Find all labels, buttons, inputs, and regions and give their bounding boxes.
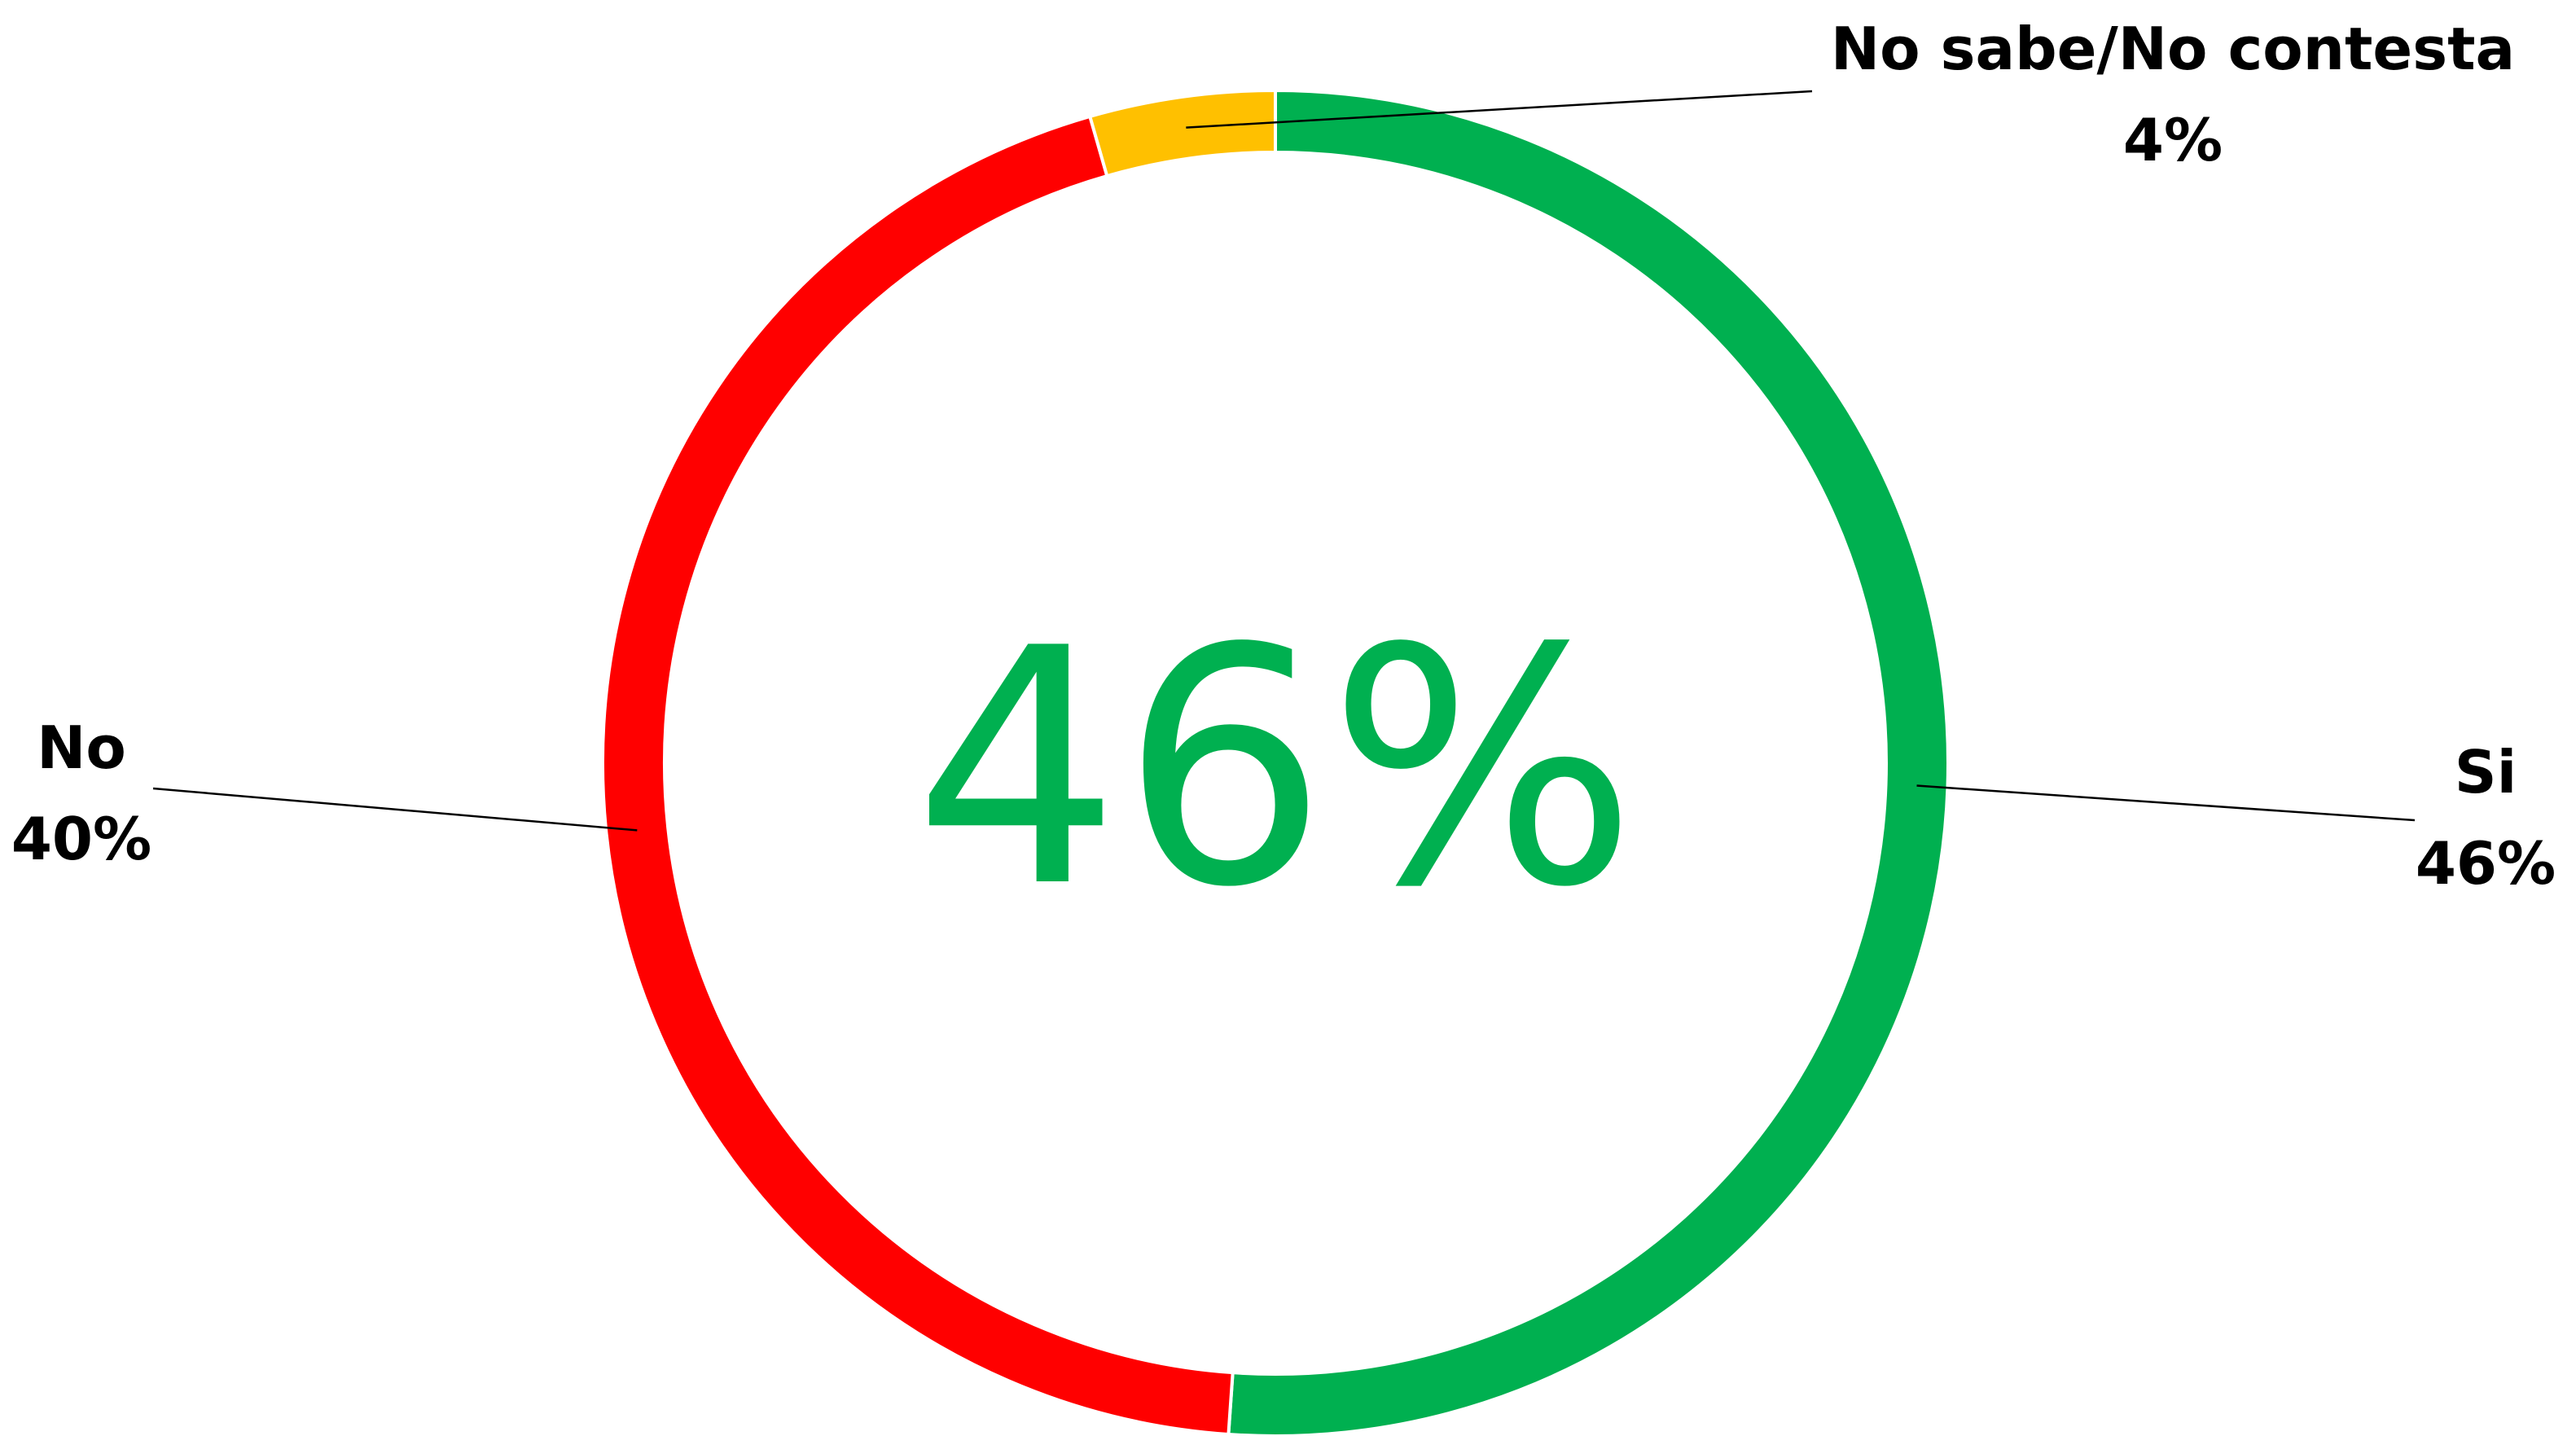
slice-category-label: No — [37, 714, 126, 782]
slice-value-label: 40% — [11, 805, 151, 873]
leader-line-0 — [1916, 784, 2416, 822]
slice-value-label: 4% — [2123, 106, 2223, 174]
leader-lines — [152, 90, 2416, 832]
donut-slice-si — [1227, 88, 1950, 1436]
center-value-label: 46% — [913, 580, 1637, 959]
leader-line-1 — [152, 787, 638, 832]
slice-category-label: Si — [2455, 738, 2517, 806]
slice-category-label: No sabe/No contesta — [1831, 15, 2515, 83]
donut-slices — [600, 88, 1950, 1436]
donut-slice-no-sabe-no-contesta — [1087, 88, 1277, 178]
leader-line-2 — [1186, 90, 1813, 129]
slice-labels: Si 46% No 40% No sabe/No contesta 4% — [11, 15, 2556, 898]
slice-value-label: 46% — [2416, 829, 2556, 898]
donut-slice-no — [600, 114, 1235, 1436]
